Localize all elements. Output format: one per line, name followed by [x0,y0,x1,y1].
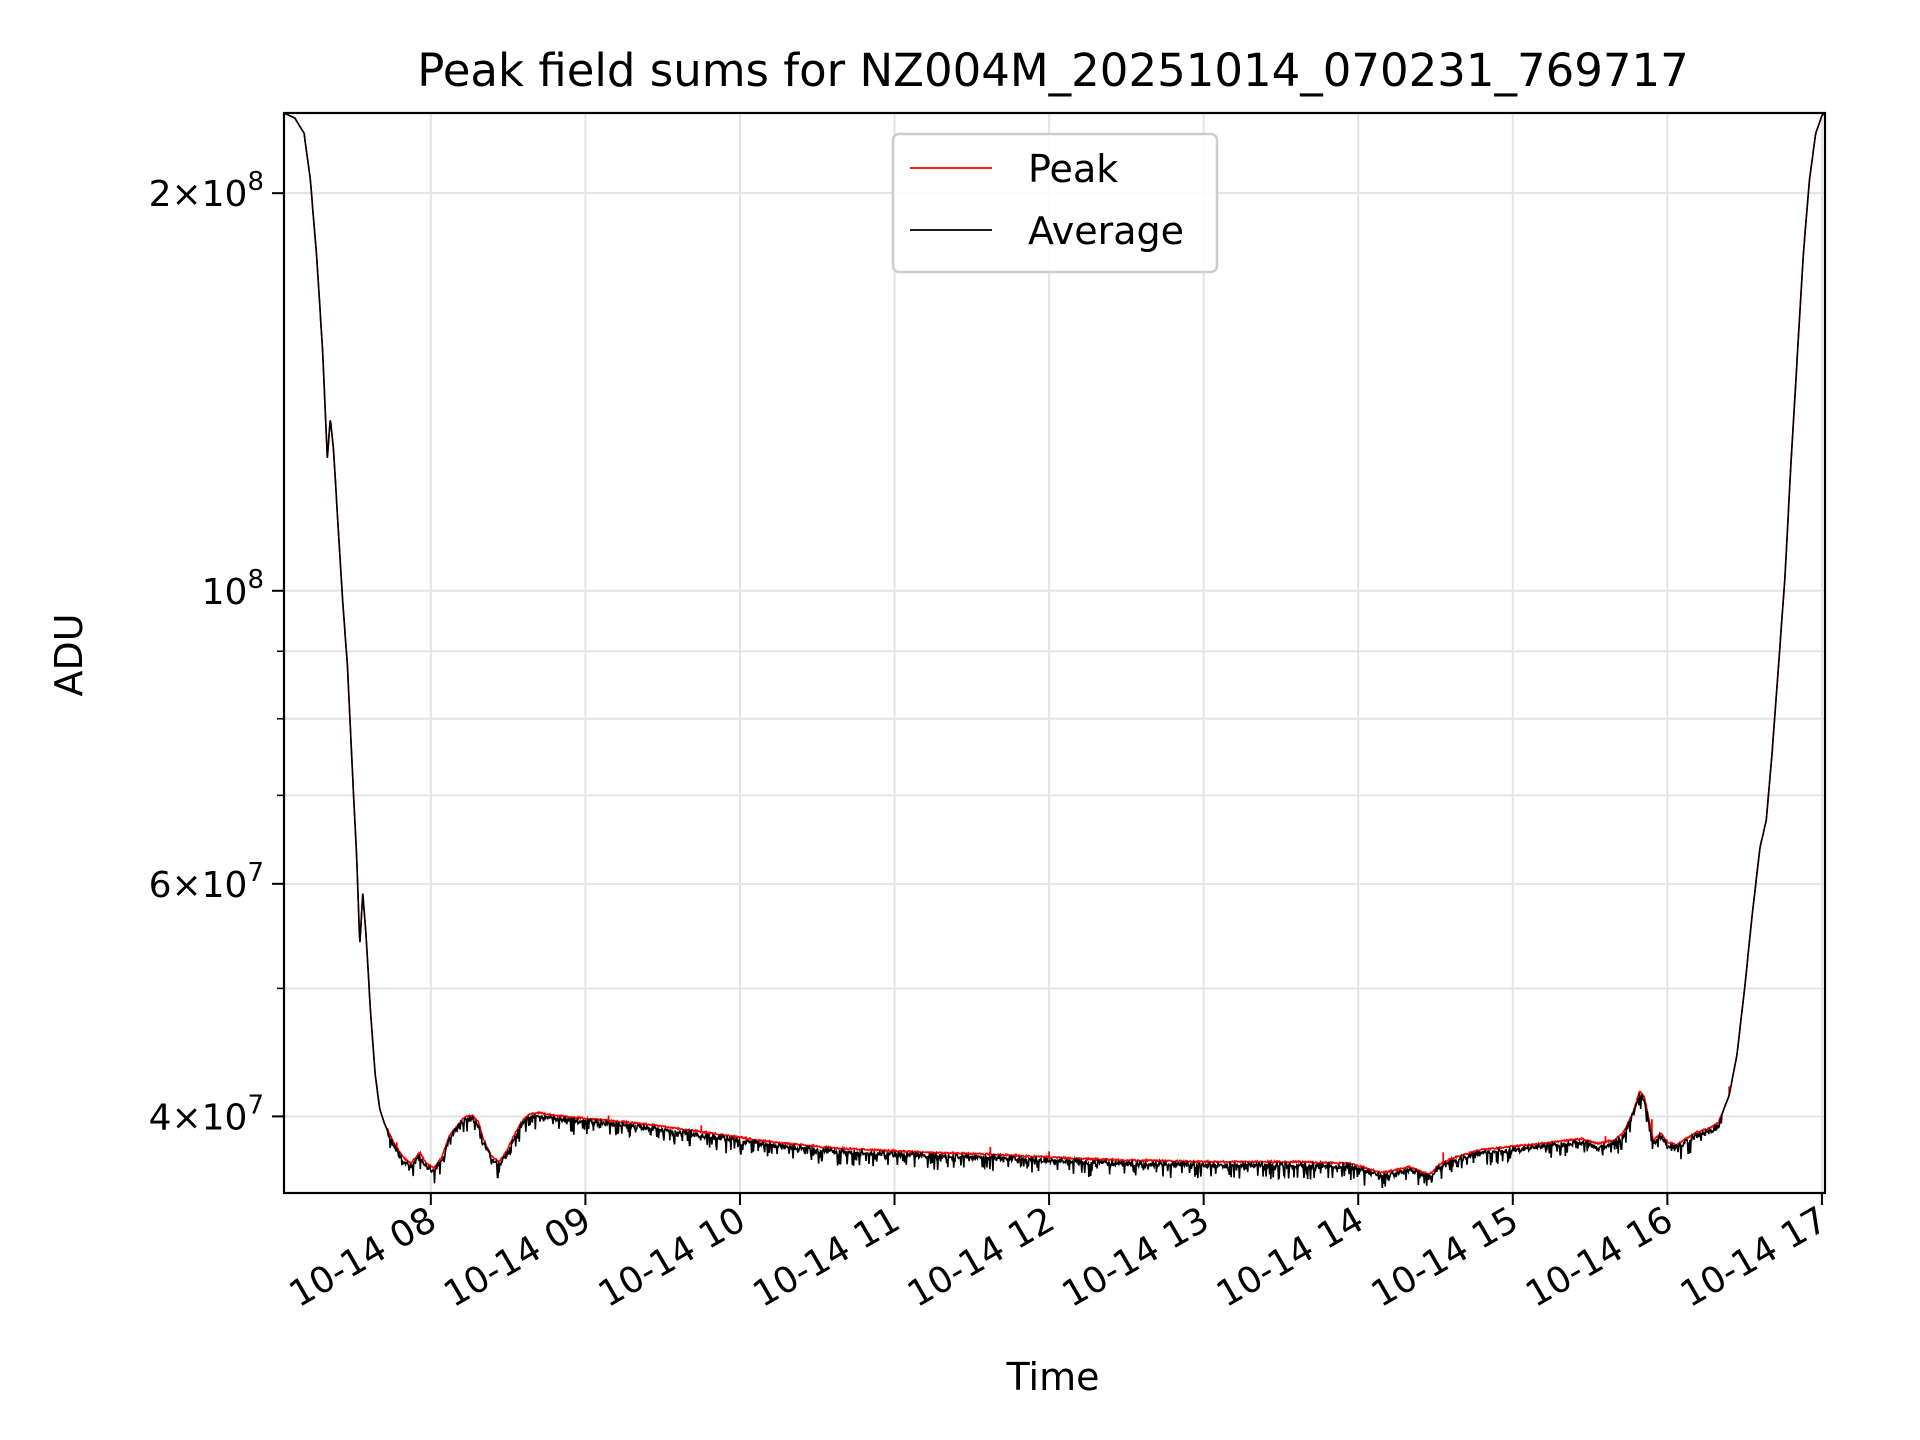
plot-frame [282,111,1827,1195]
y-tick-label: 2×108 [149,167,264,215]
series-line-average [283,112,1826,1189]
y-axis-label: ADU [47,613,91,696]
legend: Peak Average [891,132,1219,274]
legend-label-peak: Peak [1028,147,1118,191]
x-axis-label: Time [1006,1355,1100,1399]
legend-label-average: Average [1028,209,1184,253]
chart-title: Peak field sums for NZ004M_20251014_0702… [417,44,1689,97]
series-line-peak [283,112,1826,1177]
y-tick-label: 108 [202,565,264,613]
series-lines [283,112,1826,1189]
y-tick-label: 6×107 [149,858,264,906]
y-tick-label: 4×107 [149,1090,264,1138]
